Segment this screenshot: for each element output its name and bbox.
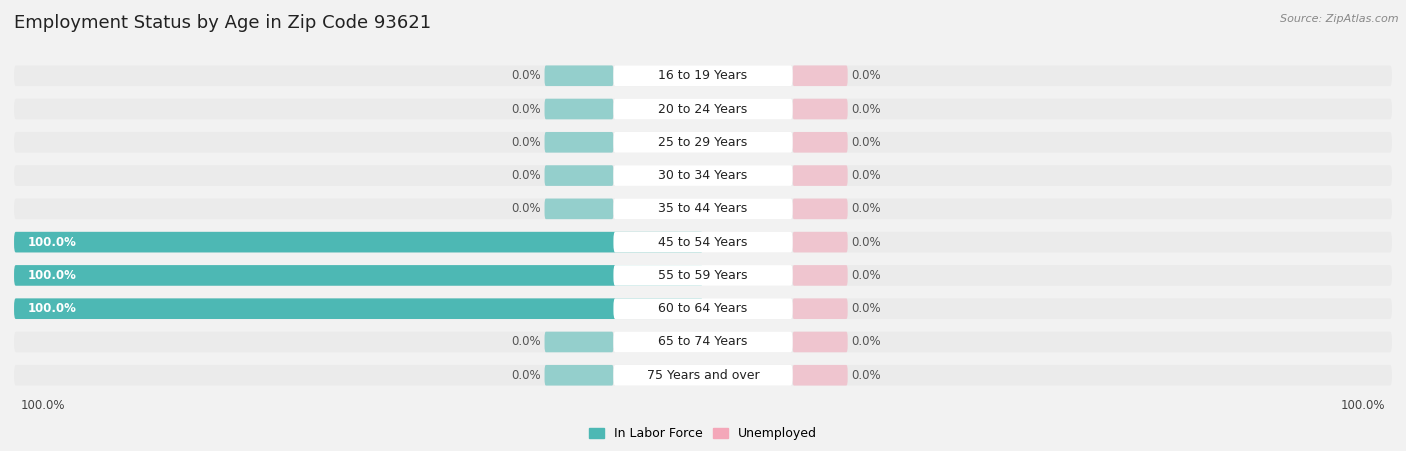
Text: 0.0%: 0.0% <box>851 169 880 182</box>
Text: 25 to 29 Years: 25 to 29 Years <box>658 136 748 149</box>
FancyBboxPatch shape <box>544 99 613 120</box>
FancyBboxPatch shape <box>793 99 848 120</box>
Text: 0.0%: 0.0% <box>851 369 880 382</box>
Legend: In Labor Force, Unemployed: In Labor Force, Unemployed <box>583 423 823 446</box>
Text: 60 to 64 Years: 60 to 64 Years <box>658 302 748 315</box>
Text: Employment Status by Age in Zip Code 93621: Employment Status by Age in Zip Code 936… <box>14 14 432 32</box>
FancyBboxPatch shape <box>793 198 848 219</box>
Text: 20 to 24 Years: 20 to 24 Years <box>658 102 748 115</box>
FancyBboxPatch shape <box>793 299 848 319</box>
FancyBboxPatch shape <box>14 265 1392 286</box>
Text: 0.0%: 0.0% <box>512 169 541 182</box>
FancyBboxPatch shape <box>14 331 1392 352</box>
Text: 0.0%: 0.0% <box>851 136 880 149</box>
Text: 0.0%: 0.0% <box>512 202 541 216</box>
FancyBboxPatch shape <box>613 365 793 386</box>
Text: Source: ZipAtlas.com: Source: ZipAtlas.com <box>1281 14 1399 23</box>
Text: 100.0%: 100.0% <box>1340 399 1385 412</box>
FancyBboxPatch shape <box>544 198 613 219</box>
Text: 0.0%: 0.0% <box>851 202 880 216</box>
FancyBboxPatch shape <box>544 165 613 186</box>
Text: 0.0%: 0.0% <box>851 302 880 315</box>
Text: 100.0%: 100.0% <box>21 399 66 412</box>
Text: 0.0%: 0.0% <box>851 336 880 349</box>
Text: 0.0%: 0.0% <box>851 69 880 82</box>
FancyBboxPatch shape <box>544 331 613 352</box>
Text: 0.0%: 0.0% <box>512 369 541 382</box>
FancyBboxPatch shape <box>613 99 793 120</box>
FancyBboxPatch shape <box>613 165 793 186</box>
FancyBboxPatch shape <box>613 232 793 253</box>
Text: 65 to 74 Years: 65 to 74 Years <box>658 336 748 349</box>
FancyBboxPatch shape <box>14 198 1392 219</box>
FancyBboxPatch shape <box>14 299 1392 319</box>
FancyBboxPatch shape <box>793 265 848 286</box>
FancyBboxPatch shape <box>14 299 703 319</box>
Text: 0.0%: 0.0% <box>851 269 880 282</box>
FancyBboxPatch shape <box>14 132 1392 152</box>
FancyBboxPatch shape <box>14 232 703 253</box>
FancyBboxPatch shape <box>613 299 793 319</box>
FancyBboxPatch shape <box>793 65 848 86</box>
FancyBboxPatch shape <box>14 232 1392 253</box>
Text: 35 to 44 Years: 35 to 44 Years <box>658 202 748 216</box>
FancyBboxPatch shape <box>793 331 848 352</box>
FancyBboxPatch shape <box>544 132 613 152</box>
FancyBboxPatch shape <box>14 165 1392 186</box>
FancyBboxPatch shape <box>544 365 613 386</box>
FancyBboxPatch shape <box>613 331 793 352</box>
FancyBboxPatch shape <box>793 165 848 186</box>
FancyBboxPatch shape <box>14 365 1392 386</box>
Text: 0.0%: 0.0% <box>512 69 541 82</box>
Text: 0.0%: 0.0% <box>851 102 880 115</box>
Text: 45 to 54 Years: 45 to 54 Years <box>658 235 748 249</box>
FancyBboxPatch shape <box>613 198 793 219</box>
FancyBboxPatch shape <box>793 132 848 152</box>
FancyBboxPatch shape <box>793 232 848 253</box>
Text: 30 to 34 Years: 30 to 34 Years <box>658 169 748 182</box>
Text: 0.0%: 0.0% <box>851 235 880 249</box>
FancyBboxPatch shape <box>613 132 793 152</box>
Text: 100.0%: 100.0% <box>28 235 77 249</box>
FancyBboxPatch shape <box>613 65 793 86</box>
Text: 100.0%: 100.0% <box>28 269 77 282</box>
FancyBboxPatch shape <box>613 265 793 286</box>
Text: 55 to 59 Years: 55 to 59 Years <box>658 269 748 282</box>
Text: 16 to 19 Years: 16 to 19 Years <box>658 69 748 82</box>
FancyBboxPatch shape <box>14 265 703 286</box>
FancyBboxPatch shape <box>793 365 848 386</box>
FancyBboxPatch shape <box>544 65 613 86</box>
FancyBboxPatch shape <box>14 65 1392 86</box>
Text: 0.0%: 0.0% <box>512 102 541 115</box>
Text: 0.0%: 0.0% <box>512 136 541 149</box>
Text: 100.0%: 100.0% <box>28 302 77 315</box>
FancyBboxPatch shape <box>14 99 1392 120</box>
Text: 75 Years and over: 75 Years and over <box>647 369 759 382</box>
Text: 0.0%: 0.0% <box>512 336 541 349</box>
